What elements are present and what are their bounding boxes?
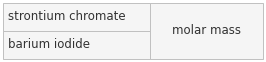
- Text: molar mass: molar mass: [172, 24, 241, 38]
- Bar: [3, 3, 150, 31]
- Text: strontium chromate: strontium chromate: [8, 10, 126, 23]
- Text: barium iodide: barium iodide: [8, 39, 90, 52]
- Bar: [3, 31, 150, 59]
- Bar: [150, 3, 263, 59]
